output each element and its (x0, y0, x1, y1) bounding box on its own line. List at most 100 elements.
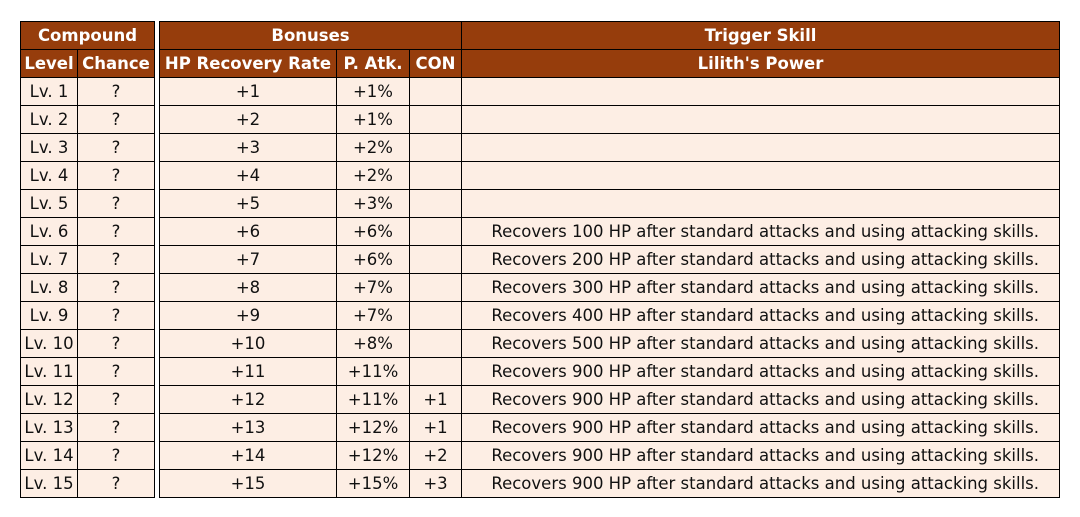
chance-cell: ? (77, 217, 155, 246)
con-cell (408, 301, 463, 330)
hp-recovery-cell: +6 (159, 217, 337, 246)
level-cell: Lv. 9 (20, 301, 78, 330)
table-row: Lv. 1? (20, 77, 155, 106)
con-cell (408, 245, 463, 274)
con-cell (408, 217, 463, 246)
chance-cell: ? (77, 329, 155, 358)
chance-cell: ? (77, 357, 155, 386)
skill-effect-cell (461, 161, 1061, 190)
trigger-skill-header: Trigger Skill (461, 21, 1061, 50)
chance-cell: ? (77, 245, 155, 274)
hp-recovery-cell: +7 (159, 245, 337, 274)
level-cell: Lv. 13 (20, 413, 78, 442)
table-row: Lv. 7? (20, 245, 155, 274)
table-row: +4 +2% (159, 161, 1061, 190)
skill-effect-cell: Recovers 500 HP after standard attacks a… (461, 329, 1061, 358)
level-cell: Lv. 10 (20, 329, 78, 358)
skill-effect-cell: Recovers 900 HP after standard attacks a… (461, 413, 1061, 442)
hp-recovery-cell: +10 (159, 329, 337, 358)
skill-effect-cell: Recovers 100 HP after standard attacks a… (461, 217, 1061, 246)
compound-body: Lv. 1? Lv. 2? Lv. 3? Lv. 4? Lv. 5? Lv. 6? Lv. … (20, 77, 155, 498)
hp-recovery-cell: +14 (159, 441, 337, 470)
patk-header: P. Atk. (336, 49, 410, 78)
patk-cell: +1% (336, 105, 410, 134)
con-cell (408, 329, 463, 358)
table-row: +13 +12% +1 Recovers 900 HP after standard … (159, 413, 1061, 442)
chance-cell: ? (77, 189, 155, 218)
patk-cell: +11% (336, 385, 410, 414)
skill-name-header: Lilith's Power (461, 49, 1061, 78)
table-row: +5 +3% (159, 189, 1061, 218)
con-cell (408, 357, 463, 386)
chance-cell: ? (77, 133, 155, 162)
table-row: Lv. 11? (20, 357, 155, 386)
con-cell: +1 (408, 413, 463, 442)
hp-recovery-cell: +9 (159, 301, 337, 330)
hp-recovery-cell: +15 (159, 469, 337, 498)
skill-effect-cell (461, 189, 1061, 218)
hp-recovery-cell: +4 (159, 161, 337, 190)
chance-cell: ? (77, 273, 155, 302)
level-header: Level (20, 49, 78, 78)
table-row: +2 +1% (159, 105, 1061, 134)
hp-recovery-cell: +3 (159, 133, 337, 162)
table-row: Lv. 14? (20, 441, 155, 470)
hp-recovery-cell: +2 (159, 105, 337, 134)
level-cell: Lv. 3 (20, 133, 78, 162)
table-row: Lv. 15? (20, 469, 155, 498)
table-row: +12 +11% +1 Recovers 900 HP after standard … (159, 385, 1061, 414)
con-cell (408, 161, 463, 190)
level-cell: Lv. 14 (20, 441, 78, 470)
patk-cell: +3% (336, 189, 410, 218)
patk-cell: +15% (336, 469, 410, 498)
skill-effect-cell: Recovers 900 HP after standard attacks a… (461, 441, 1061, 470)
table-row: Lv. 8? (20, 273, 155, 302)
table-row: Lv. 12? (20, 385, 155, 414)
con-cell: +3 (408, 469, 463, 498)
level-cell: Lv. 2 (20, 105, 78, 134)
patk-cell: +2% (336, 133, 410, 162)
hp-recovery-cell: +11 (159, 357, 337, 386)
level-cell: Lv. 15 (20, 469, 78, 498)
con-header: CON (408, 49, 463, 78)
patk-cell: +2% (336, 161, 410, 190)
chance-cell: ? (77, 469, 155, 498)
con-cell: +1 (408, 385, 463, 414)
table-row: +3 +2% (159, 133, 1061, 162)
hp-recovery-cell: +13 (159, 413, 337, 442)
hp-recovery-header: HP Recovery Rate (159, 49, 337, 78)
con-cell (408, 133, 463, 162)
table-row: Lv. 10? (20, 329, 155, 358)
table-row: Lv. 9? (20, 301, 155, 330)
patk-cell: +6% (336, 217, 410, 246)
level-cell: Lv. 6 (20, 217, 78, 246)
table-row: Lv. 6? (20, 217, 155, 246)
chance-cell: ? (77, 105, 155, 134)
level-cell: Lv. 4 (20, 161, 78, 190)
patk-cell: +1% (336, 77, 410, 106)
chance-cell: ? (77, 301, 155, 330)
table-row: +1 +1% (159, 77, 1061, 106)
chance-header: Chance (77, 49, 155, 78)
level-cell: Lv. 5 (20, 189, 78, 218)
skill-effect-cell: Recovers 900 HP after standard attacks a… (461, 357, 1061, 386)
table-row: Lv. 4? (20, 161, 155, 190)
patk-cell: +8% (336, 329, 410, 358)
hp-recovery-cell: +12 (159, 385, 337, 414)
bonus-body: +1 +1% +2 +1% +3 +2% +4 +2% +5 +3% +6 +6% Recovers 1… (159, 77, 1061, 498)
compound-table: Compound Level Chance Lv. 1? Lv. 2? Lv. 3?… (20, 21, 155, 498)
con-cell (408, 77, 463, 106)
hp-recovery-cell: +8 (159, 273, 337, 302)
chance-cell: ? (77, 441, 155, 470)
table-row: +6 +6% Recovers 100 HP after standard atta… (159, 217, 1061, 246)
skill-effect-cell (461, 77, 1061, 106)
bonus-table: Bonuses Trigger Skill HP Recovery Rate P… (158, 21, 1061, 498)
table-row: Lv. 2? (20, 105, 155, 134)
hp-recovery-cell: +1 (159, 77, 337, 106)
table-row: Lv. 3? (20, 133, 155, 162)
table-row: +7 +6% Recovers 200 HP after standard atta… (159, 245, 1061, 274)
table-row: +9 +7% Recovers 400 HP after standard atta… (159, 301, 1061, 330)
con-cell: +2 (408, 441, 463, 470)
table-row: +15 +15% +3 Recovers 900 HP after standard … (159, 469, 1061, 498)
table-row: +11 +11% Recovers 900 HP after standard at… (159, 357, 1061, 386)
